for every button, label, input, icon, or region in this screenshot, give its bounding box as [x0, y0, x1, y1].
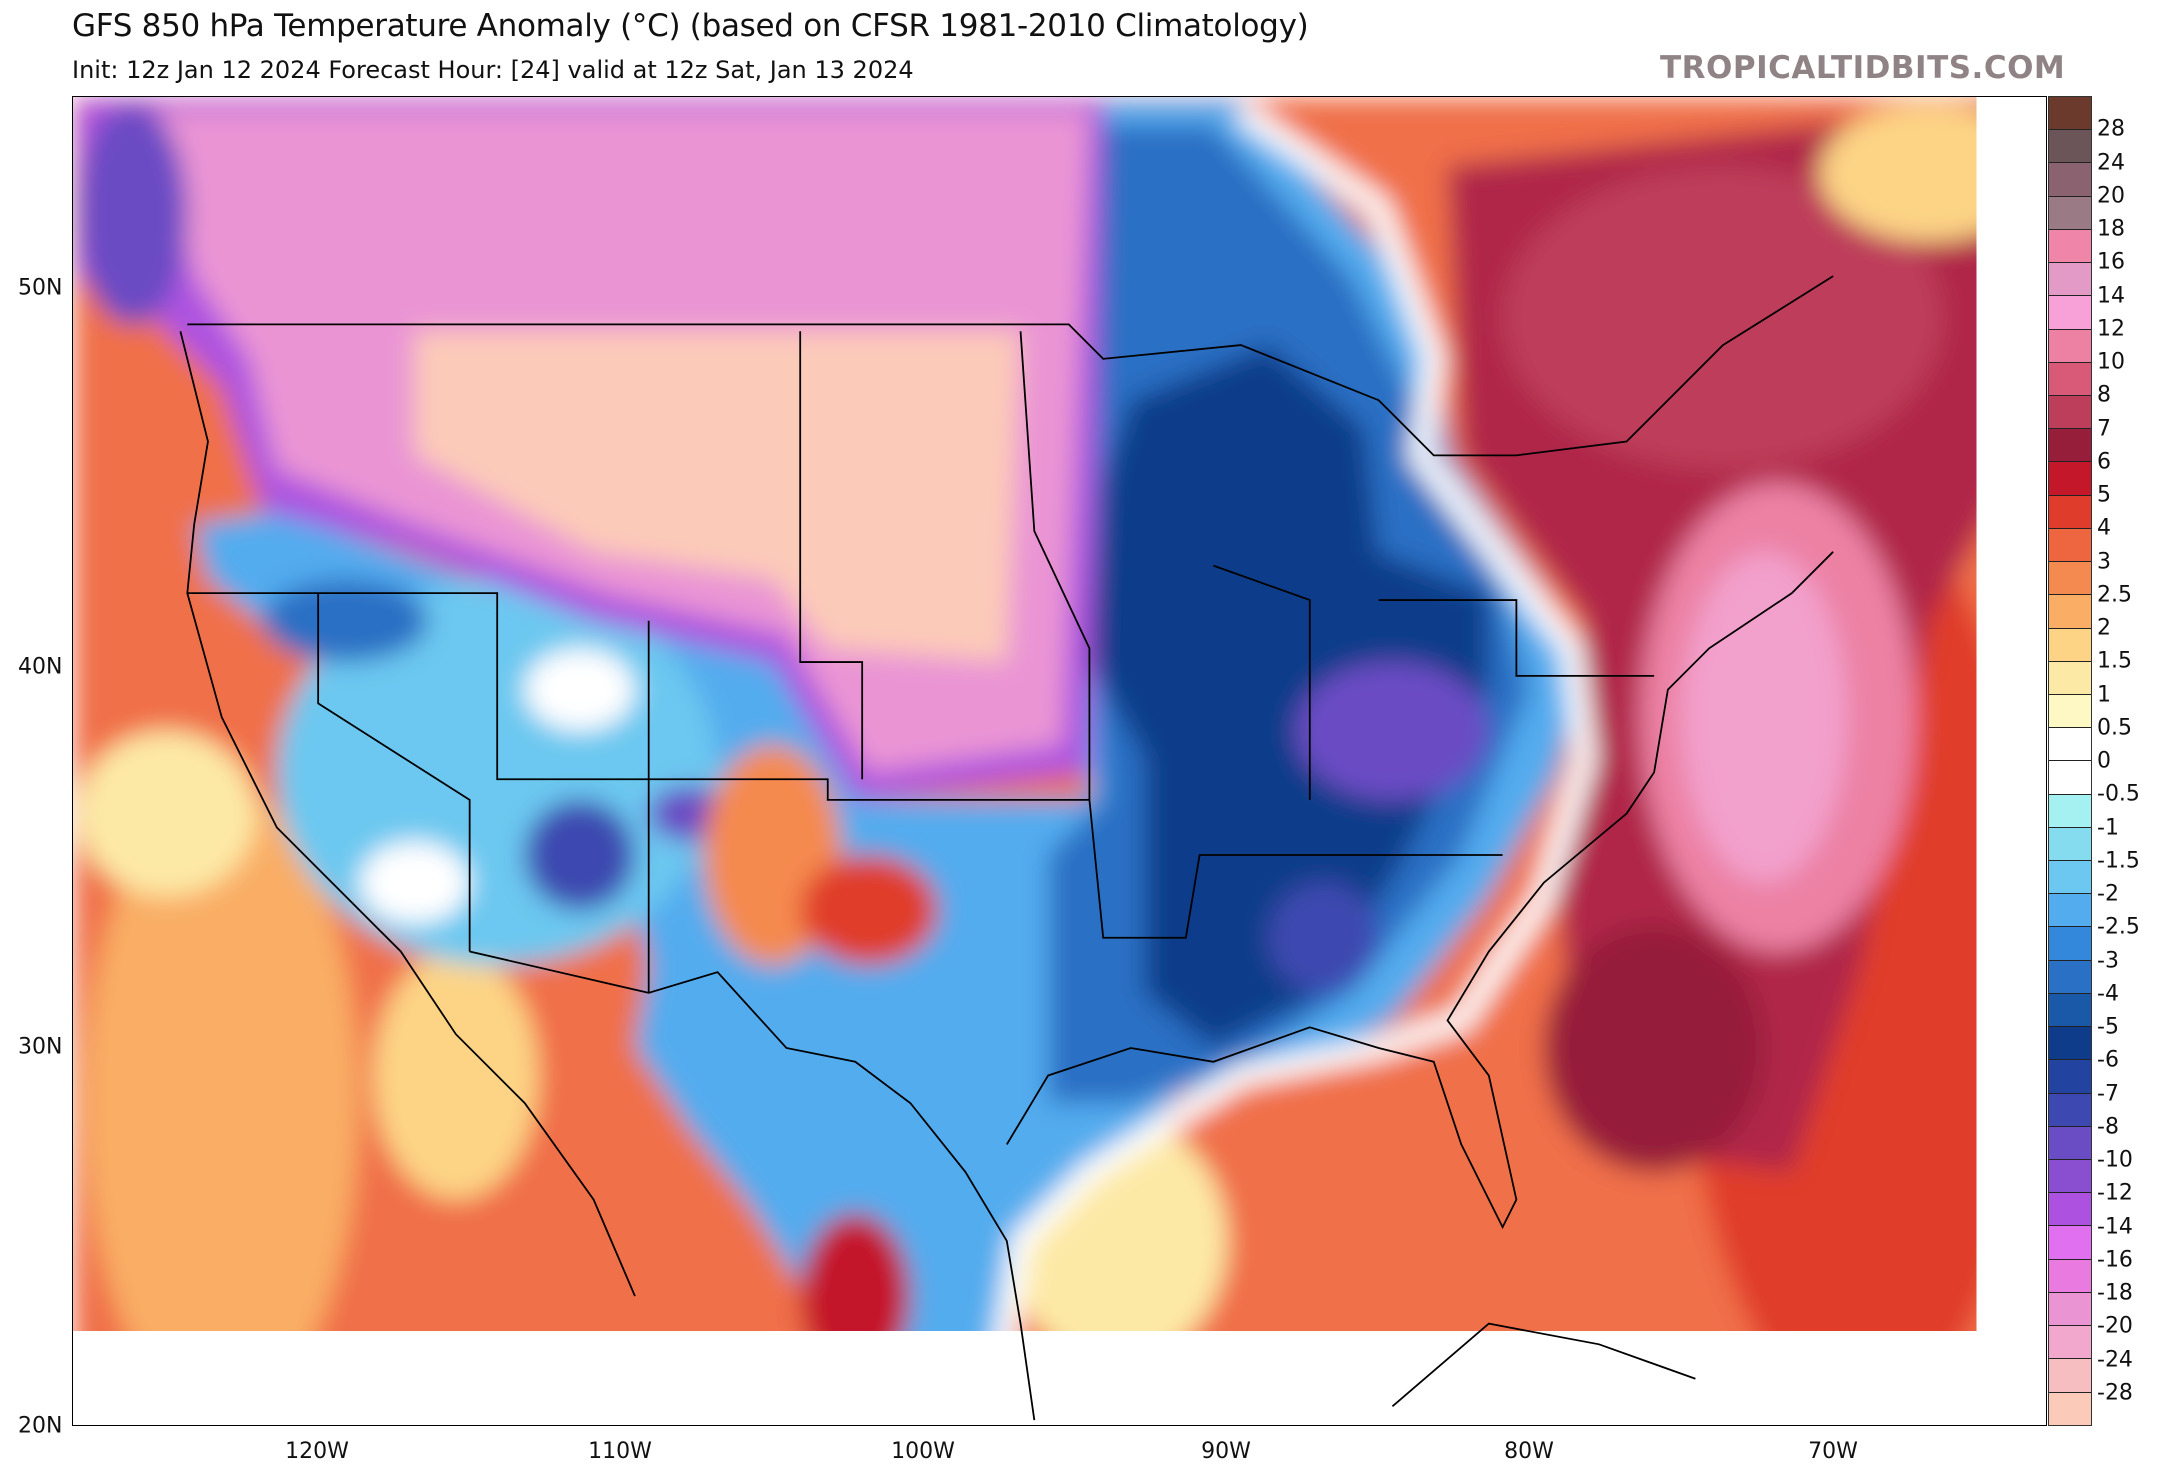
- anomaly-map: [72, 96, 2047, 1426]
- colorbar: [2048, 96, 2092, 1426]
- colorbar-label: -14: [2097, 1214, 2133, 1239]
- colorbar-swatch: [2049, 1359, 2091, 1393]
- colorbar-label: -18: [2097, 1280, 2133, 1306]
- colorbar-label: -12: [2097, 1180, 2133, 1206]
- site-watermark: TROPICALTIDBITS.COM: [1660, 50, 2066, 86]
- lon-label-90w: 90W: [1201, 1439, 1251, 1464]
- colorbar-label: -2.5: [2097, 914, 2140, 940]
- colorbar-swatch: [2049, 495, 2091, 529]
- colorbar-label: 6: [2097, 449, 2111, 475]
- colorbar-swatch: [2049, 1392, 2091, 1425]
- colorbar-label: -28: [2097, 1380, 2133, 1406]
- lat-label-20n: 20N: [18, 1413, 63, 1439]
- colorbar-label: 0.5: [2097, 715, 2132, 741]
- colorbar-swatch: [2049, 694, 2091, 729]
- colorbar-label: 8: [2097, 382, 2111, 408]
- colorbar-label: 2.5: [2097, 582, 2132, 608]
- colorbar-label: -1.5: [2097, 848, 2140, 874]
- coastlines-borders: [179, 275, 1834, 1421]
- colorbar-label: -20: [2097, 1313, 2133, 1339]
- colorbar-swatch: [2049, 528, 2091, 563]
- colorbar-swatch: [2049, 1292, 2091, 1327]
- colorbar-swatch: [2049, 1259, 2091, 1293]
- colorbar-swatch: [2049, 395, 2091, 430]
- colorbar-swatch: [2049, 1093, 2091, 1127]
- colorbar-swatch: [2049, 462, 2091, 496]
- colorbar-swatch: [2049, 130, 2091, 164]
- lon-label-110w: 110W: [588, 1439, 652, 1464]
- colorbar-swatch: [2049, 794, 2091, 828]
- colorbar-swatch: [2049, 1326, 2091, 1360]
- colorbar-swatch: [2049, 728, 2091, 762]
- forecast-info: Init: 12z Jan 12 2024 Forecast Hour: [24…: [72, 56, 914, 84]
- colorbar-label: 10: [2097, 349, 2125, 375]
- colorbar-swatch: [2049, 761, 2091, 795]
- colorbar-label: -16: [2097, 1247, 2133, 1273]
- colorbar-swatch: [2049, 927, 2091, 961]
- map-title: GFS 850 hPa Temperature Anomaly (°C) (ba…: [72, 8, 1309, 44]
- colorbar-label: -3: [2097, 948, 2119, 973]
- colorbar-label: 7: [2097, 416, 2111, 441]
- colorbar-swatch: [2049, 595, 2091, 629]
- lat-label-40n: 40N: [18, 654, 63, 680]
- colorbar-label: -6: [2097, 1047, 2119, 1073]
- colorbar-label: 5: [2097, 482, 2111, 508]
- colorbar-swatch: [2049, 827, 2091, 862]
- colorbar-swatch: [2049, 628, 2091, 662]
- colorbar-label: -0.5: [2097, 781, 2140, 807]
- colorbar-swatch: [2049, 562, 2091, 596]
- colorbar-label: 18: [2097, 216, 2125, 242]
- colorbar-label: 28: [2097, 116, 2125, 142]
- colorbar-label: 16: [2097, 249, 2125, 275]
- colorbar-label: -24: [2097, 1347, 2133, 1372]
- colorbar-label: 0: [2097, 748, 2111, 774]
- colorbar-swatch: [2049, 163, 2091, 197]
- colorbar-label: -7: [2097, 1081, 2119, 1106]
- colorbar-label: -1: [2097, 815, 2119, 840]
- colorbar-swatch: [2049, 329, 2091, 363]
- lon-label-100w: 100W: [891, 1439, 955, 1464]
- colorbar-swatch: [2049, 1226, 2091, 1260]
- colorbar-swatch: [2049, 362, 2091, 396]
- colorbar-swatch: [2049, 1160, 2091, 1194]
- anomaly-field: [73, 97, 2046, 1425]
- colorbar-swatch: [2049, 97, 2091, 131]
- lat-label-50n: 50N: [18, 275, 63, 301]
- colorbar-label: 20: [2097, 183, 2125, 209]
- colorbar-swatch: [2049, 1027, 2091, 1061]
- colorbar-label: -4: [2097, 981, 2119, 1007]
- lon-label-120w: 120W: [285, 1439, 349, 1464]
- colorbar-label: 4: [2097, 515, 2111, 541]
- colorbar-swatch: [2049, 960, 2091, 994]
- lat-label-30n: 30N: [18, 1034, 63, 1060]
- colorbar-label: -10: [2097, 1147, 2133, 1173]
- colorbar-label: 12: [2097, 316, 2125, 342]
- colorbar-label: -2: [2097, 881, 2119, 907]
- colorbar-label: 14: [2097, 283, 2125, 308]
- colorbar-swatch: [2049, 861, 2091, 895]
- colorbar-swatch: [2049, 993, 2091, 1028]
- colorbar-label: 24: [2097, 150, 2125, 175]
- colorbar-swatch: [2049, 894, 2091, 928]
- colorbar-swatch: [2049, 1193, 2091, 1227]
- colorbar-label: 1.5: [2097, 648, 2132, 674]
- lon-label-70w: 70W: [1808, 1439, 1858, 1464]
- colorbar-swatch: [2049, 229, 2091, 264]
- colorbar-swatch: [2049, 1060, 2091, 1094]
- lon-label-80w: 80W: [1504, 1439, 1554, 1464]
- colorbar-label: -8: [2097, 1114, 2119, 1140]
- colorbar-label: 3: [2097, 549, 2111, 574]
- colorbar-swatch: [2049, 196, 2091, 230]
- colorbar-swatch: [2049, 429, 2091, 463]
- colorbar-swatch: [2049, 263, 2091, 297]
- colorbar-swatch: [2049, 296, 2091, 330]
- colorbar-label: 1: [2097, 682, 2111, 707]
- colorbar-label: -5: [2097, 1014, 2119, 1040]
- colorbar-label: 2: [2097, 615, 2111, 641]
- colorbar-swatch: [2049, 661, 2091, 695]
- colorbar-swatch: [2049, 1126, 2091, 1160]
